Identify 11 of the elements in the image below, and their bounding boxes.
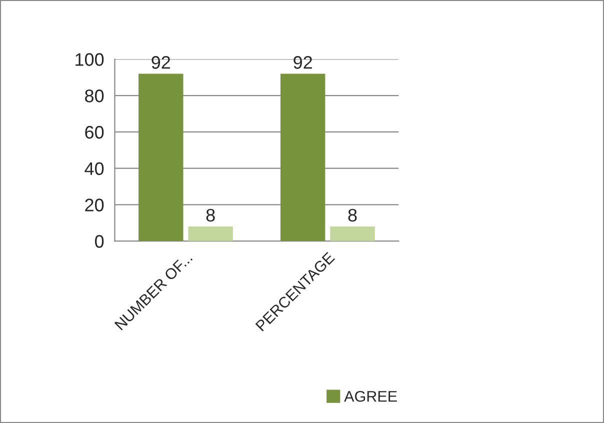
data-label: 8 <box>206 208 215 222</box>
legend-label: AGREE <box>344 390 397 402</box>
y-tick-label: 40 <box>84 162 104 176</box>
data-label: 8 <box>348 208 357 222</box>
data-label: 92 <box>152 56 170 69</box>
y-tick-label: 0 <box>95 235 104 248</box>
y-tick-label: 80 <box>85 90 104 102</box>
data-label: 92 <box>294 56 312 69</box>
y-tick-label: 60 <box>85 126 104 139</box>
y-tick-label: 100 <box>76 53 104 66</box>
y-tick-label: 20 <box>85 198 104 212</box>
